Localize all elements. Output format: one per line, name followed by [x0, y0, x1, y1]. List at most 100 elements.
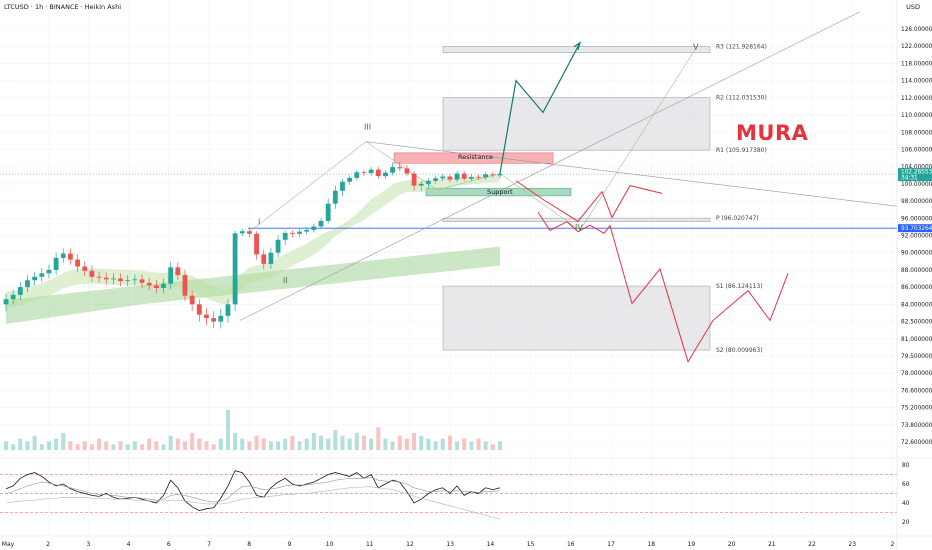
rsi-tick: 40 [902, 501, 910, 507]
grid [0, 0, 897, 535]
time-tick: 19 [688, 541, 696, 548]
volume-bar [240, 438, 245, 450]
price-tick: 82.500000 [901, 320, 932, 326]
rsi-tick: 60 [902, 482, 910, 488]
bullish-projection [499, 42, 581, 174]
alt-projection [515, 180, 663, 222]
wave-label: II [283, 276, 288, 285]
candle-body [340, 181, 345, 191]
price-line-value: 93.703264 [901, 226, 932, 232]
price-tick: 106.000000 [901, 147, 932, 153]
currency-label[interactable]: USD [906, 3, 920, 11]
volume-bar [254, 435, 259, 450]
bullish-arrowhead [573, 41, 582, 50]
price-tick: 84.000000 [901, 302, 932, 308]
channel-line [365, 141, 898, 207]
time-tick: 10 [326, 541, 334, 548]
volume-bar [61, 432, 66, 450]
candle-body [476, 176, 481, 178]
price-tick: 90.000000 [901, 251, 932, 257]
volume-bar [433, 441, 438, 450]
volume-bar [319, 435, 324, 450]
candle-body [89, 270, 95, 277]
candle-body [418, 183, 424, 186]
volume-bar [397, 435, 402, 450]
price-tick: 88.000000 [901, 268, 932, 274]
volume-bar [476, 438, 481, 450]
price-tick: 100.000000 [901, 182, 932, 188]
candle-body [311, 226, 317, 230]
candle-body [239, 231, 245, 234]
fast-ribbon [6, 174, 500, 308]
time-tick: 6 [167, 541, 171, 548]
price-tick: 122.000000 [901, 44, 932, 50]
candle-body [490, 174, 496, 176]
candle-body [261, 254, 267, 264]
price-axis[interactable]: 126.000000 122.000000 118.000000 114.000000… [896, 0, 932, 550]
candle-body [10, 294, 16, 300]
wave-label: III [364, 123, 371, 132]
candle-body [96, 276, 102, 278]
candle-body [247, 231, 252, 234]
time-tick: 4 [127, 541, 131, 548]
wave-label: V [693, 43, 699, 52]
volume-bar [276, 441, 281, 450]
volume-bar [39, 444, 44, 450]
candle-body [110, 278, 116, 280]
volume-bar [161, 444, 166, 450]
time-tick: 16 [567, 541, 575, 548]
price-tick: 79.500000 [901, 354, 932, 360]
volume-bar [197, 438, 202, 450]
volume-bar [376, 427, 381, 450]
candle-body [182, 275, 188, 296]
volume-bar [204, 441, 209, 450]
candle-body [461, 173, 467, 179]
support-label: Support [487, 188, 513, 196]
time-tick: 2 [46, 541, 50, 548]
volume-bar [190, 432, 195, 450]
candle-body [32, 276, 38, 281]
price-tick: 96.000000 [901, 216, 932, 222]
volume-bars [4, 410, 502, 450]
time-tick: 8 [247, 541, 251, 548]
wave-path [247, 49, 696, 234]
volume-bar [147, 438, 152, 450]
price-tick: 78.000000 [901, 371, 932, 377]
candle-body [325, 203, 331, 221]
candle-body [318, 220, 324, 227]
volume-bar [25, 441, 30, 450]
time-tick: May [2, 541, 15, 548]
volume-bar [447, 435, 452, 450]
price-tick: 108.000000 [901, 130, 932, 136]
price-tick: 86.000000 [901, 285, 932, 291]
volume-bar [75, 444, 80, 450]
volume-bar [104, 441, 109, 450]
volume-bar [340, 435, 345, 450]
rsi-line [5, 470, 501, 512]
volume-bar [211, 444, 216, 450]
volume-bar [297, 441, 302, 450]
time-tick: 17 [607, 541, 615, 548]
volume-bar [390, 441, 395, 450]
candle-body [68, 253, 73, 260]
volume-bar [182, 441, 187, 450]
price-tick: 110.000000 [901, 113, 932, 119]
time-axis[interactable]: May 2 3 4 6 7 8 9 10 11 12 13 14 15 16 17 18 19 20 21 22 23 2 [0, 535, 932, 548]
volume-bar [304, 438, 309, 450]
time-tick: 20 [728, 541, 736, 548]
time-tick: 22 [808, 541, 816, 548]
symbol-title[interactable]: LTCUSD · 1h · BINANCE · Heikin Ashi [4, 3, 121, 11]
candle-body [361, 172, 367, 174]
volume-bar [412, 432, 417, 450]
pivot-label: S2 (80.009963) [716, 347, 763, 354]
volume-bar [490, 444, 495, 450]
candle-body [196, 304, 202, 315]
candle-body [282, 232, 288, 240]
time-tick: 11 [366, 541, 374, 548]
volume-bar [268, 441, 273, 450]
bearish-projection [537, 211, 789, 363]
pivot-label: S1 (86.124113) [716, 283, 763, 290]
rsi-signal-line [5, 477, 501, 503]
price-tick: 73.800000 [901, 423, 932, 429]
